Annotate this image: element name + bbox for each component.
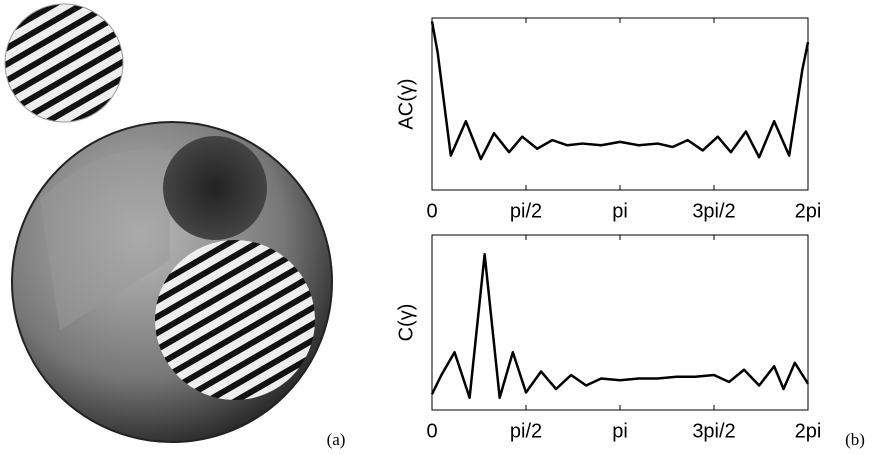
x-tick-label: 0 [426, 200, 437, 222]
y-axis-label: AC(γ) [395, 78, 417, 129]
x-tick-label: 2pi [795, 420, 822, 442]
line [430, 253, 810, 399]
panel-label: (b) [845, 430, 865, 449]
x-tick-label: 3pi/2 [692, 200, 735, 222]
x-tick-label: pi/2 [510, 200, 542, 222]
plot-frame [431, 17, 809, 191]
x-tick-label: pi/2 [510, 420, 542, 442]
line [430, 21, 810, 161]
x-tick-label: 3pi/2 [692, 420, 735, 442]
y-axis-label: C(γ) [395, 304, 417, 342]
x-tick-label: 0 [426, 420, 437, 442]
panel-a-image [4, 3, 333, 443]
panel-label: (a) [327, 430, 346, 449]
x-tick-label: 2pi [795, 200, 822, 222]
plot-frame [431, 234, 809, 411]
x-tick-label: pi [612, 420, 628, 442]
x-tick-label: pi [612, 200, 628, 222]
